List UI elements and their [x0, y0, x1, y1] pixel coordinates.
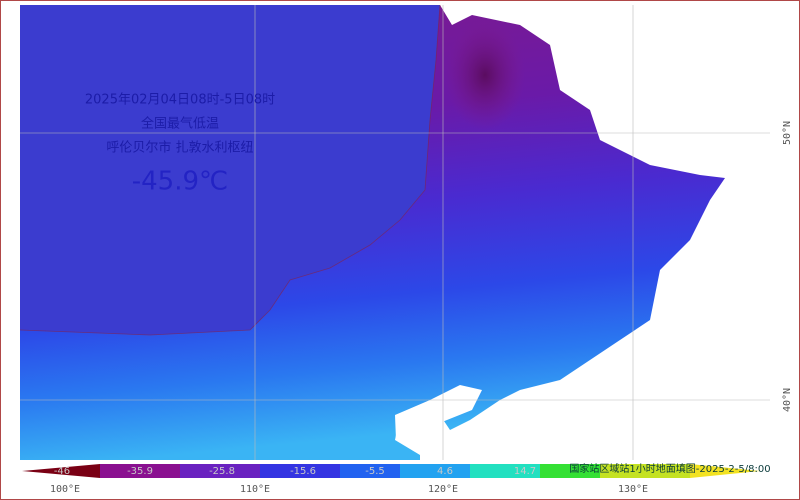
graticule: [20, 5, 770, 460]
title-line: 呼伦贝尔市 扎敦水利枢纽: [106, 140, 253, 156]
lat-label: 50°N: [782, 121, 793, 145]
title-line: 全国最气低温: [141, 116, 219, 132]
map-area: [19, 4, 770, 460]
legend-label: 4.6: [437, 466, 453, 477]
cold-core: [445, 20, 525, 130]
legend-label: -15.6: [290, 466, 316, 477]
lat-label: 40°N: [782, 388, 793, 412]
source-text: 国家站区域站1小时地面填图-2025-2-5/8:00: [569, 462, 770, 475]
legend-label: -46: [54, 466, 70, 477]
border: [19, 4, 441, 336]
title-line: 2025年02月04日08时-5日08时: [85, 93, 275, 108]
legend-label: -25.8: [209, 466, 235, 477]
lon-label: 130°E: [618, 484, 648, 495]
legend-label: -35.9: [127, 466, 153, 477]
min-temperature: -45.9℃: [132, 167, 228, 197]
lon-label: 110°E: [240, 484, 270, 495]
legend-label: 14.7: [514, 466, 536, 477]
lon-label: 120°E: [428, 484, 458, 495]
colorbar: [22, 464, 760, 478]
legend-label: -5.5: [365, 466, 385, 477]
lon-label: 100°E: [50, 484, 80, 495]
outer-region: [20, 5, 440, 335]
legend-labels: -46 -35.9 -25.8 -15.6 -5.5 4.6 14.7: [54, 466, 536, 477]
